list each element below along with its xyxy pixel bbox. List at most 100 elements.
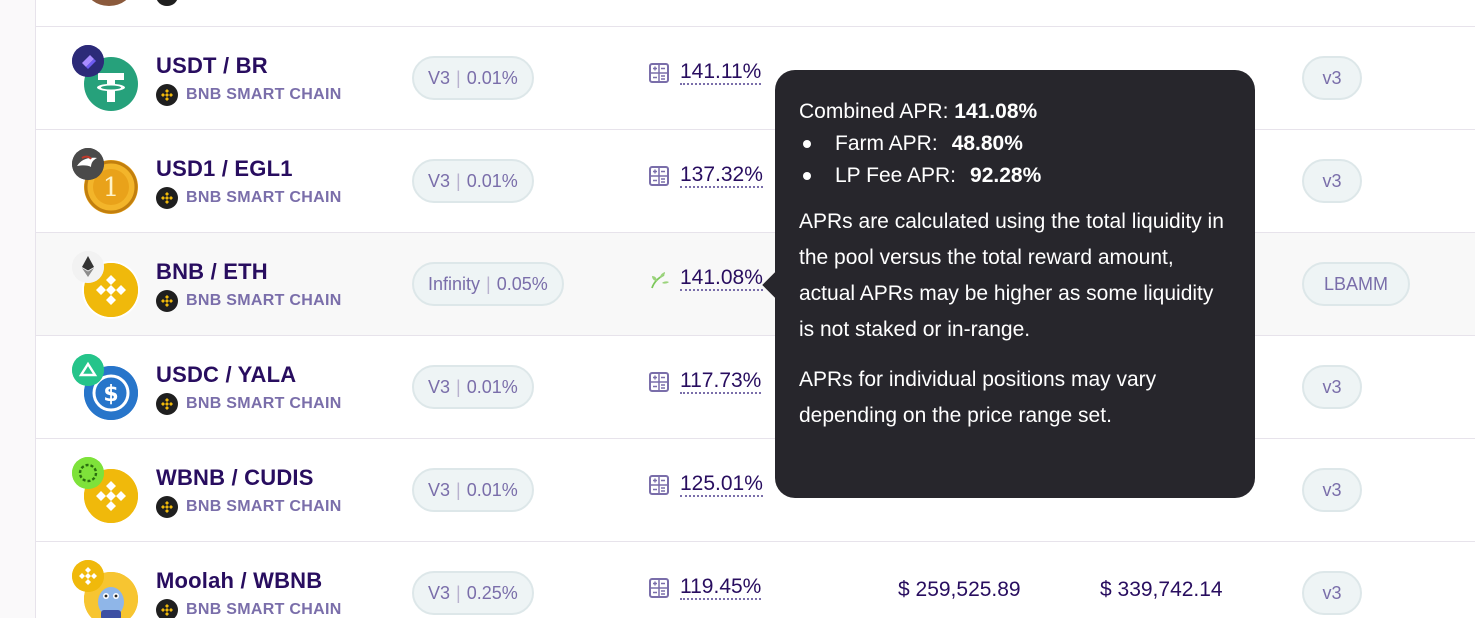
bullet-icon (803, 172, 811, 180)
eth-token-icon (72, 251, 104, 283)
fee-value: 0.05% (496, 273, 548, 294)
table-row[interactable]: 1 USD1 / EGL1 BNB SMART CHAIN V3 | 0.01% 1… (36, 130, 1475, 233)
volume-value: $ 339,742.14 (1100, 578, 1223, 601)
apr-cell[interactable]: 119.45% (648, 575, 762, 601)
chain-label: BNB SMART CHAIN (186, 292, 342, 309)
apr-value[interactable]: 141.11% (680, 60, 762, 86)
table-row[interactable]: Moolah / WBNB BNB SMART CHAIN V3 | 0.25% 1… (36, 542, 1475, 618)
fee-type: V3 (428, 479, 451, 500)
fee-tier-badge: Infinity | 0.05% (412, 262, 564, 306)
protocol-badge: v3 (1302, 56, 1362, 100)
fee-type: Infinity (428, 273, 481, 294)
apr-explanation-text: APRs are calculated using the total liqu… (799, 210, 1224, 341)
fee-value: 0.25% (466, 582, 518, 603)
bnb-chain-icon (156, 599, 178, 618)
wbnb-token-icon (72, 560, 104, 592)
protocol-badge: v3 (1302, 571, 1362, 615)
chain-label: BNB SMART CHAIN (186, 498, 342, 515)
pair-name[interactable]: USDC / YALA (156, 362, 297, 387)
fee-type: V3 (428, 67, 451, 88)
pair-name[interactable]: Moolah / WBNB (156, 568, 323, 593)
chain-label: BNB SMART CHAIN (186, 601, 342, 618)
token-pair-icons (72, 457, 138, 523)
calculator-icon[interactable] (648, 474, 670, 496)
farm-sprout-icon[interactable] (648, 268, 670, 290)
apr-cell[interactable]: 141.08% (648, 266, 763, 292)
calculator-icon[interactable] (648, 577, 670, 599)
table-row[interactable]: $ USDC / YALA BNB SMART CHAIN V3 | 0.01% 1… (36, 336, 1475, 439)
fee-type: V3 (428, 170, 451, 191)
apr-variance-text: APRs for individual positions may vary d… (799, 368, 1157, 427)
br-token-icon (72, 45, 104, 77)
apr-cell[interactable]: 125.01% (648, 472, 763, 498)
fee-type: V3 (428, 376, 451, 397)
pair-name[interactable]: BNB / ETH (156, 259, 268, 284)
chain-info: BNB SMART CHAIN (156, 84, 342, 106)
chain-info: BNB SMART CHAIN (156, 393, 342, 415)
token-pair-icons (72, 251, 138, 317)
apr-value[interactable]: 137.32% (680, 163, 763, 189)
calculator-icon[interactable] (648, 165, 670, 187)
fee-value: 0.01% (466, 376, 518, 397)
fee-value: 0.01% (466, 67, 518, 88)
chain-info: BNB SMART CHAIN (156, 599, 342, 618)
apr-value[interactable]: 117.73% (680, 369, 762, 395)
fee-tier-badge: V3 | 0.25% (412, 571, 534, 615)
pair-name[interactable]: USDT / BR (156, 53, 268, 78)
lp-fee-apr-label: LP Fee APR: (835, 164, 957, 187)
cudis-token-icon (72, 457, 104, 489)
pair-name[interactable]: USD1 / EGL1 (156, 156, 293, 181)
fee-value: 0.01% (466, 479, 518, 500)
table-row[interactable]: BNB / ETH BNB SMART CHAIN Infinity | 0.05%… (36, 233, 1475, 336)
chain-label: BNB SMART CHAIN (186, 395, 342, 412)
fee-value: 0.01% (466, 170, 518, 191)
combined-apr-label: Combined APR: (799, 100, 949, 123)
bnb-chain-icon (156, 496, 178, 518)
protocol-badge: LBAMM (1302, 262, 1410, 306)
token-pair-icons: $ (72, 354, 138, 420)
apr-value[interactable]: 119.45% (680, 575, 762, 601)
combined-apr-value: 141.08% (954, 100, 1038, 123)
token-pair-icons (72, 45, 138, 111)
token-pair-icons (72, 560, 138, 618)
farm-apr-label: Farm APR: (835, 132, 938, 155)
fee-tier-badge: V3 | 0.01% (412, 365, 534, 409)
apr-cell[interactable]: 141.11% (648, 60, 762, 86)
table-row[interactable]: USDT / BR BNB SMART CHAIN V3 | 0.01% 141.1… (36, 27, 1475, 130)
apr-cell[interactable]: 117.73% (648, 369, 762, 395)
fee-tier-badge: V3 | 0.01% (412, 56, 534, 100)
left-sidebar-gutter (0, 0, 36, 618)
fee-tier-badge: V3 | 0.01% (412, 468, 534, 512)
chain-info: BNB SMART CHAIN (156, 187, 342, 209)
calculator-icon[interactable] (648, 62, 670, 84)
token-pair-icons: 1 (72, 148, 138, 214)
bnb-chain-icon (156, 290, 178, 312)
yala-token-icon (72, 354, 104, 386)
table-row-partial[interactable] (36, 0, 1475, 27)
table-row[interactable]: WBNB / CUDIS BNB SMART CHAIN V3 | 0.01% 12… (36, 439, 1475, 542)
pools-table: USDT / BR BNB SMART CHAIN V3 | 0.01% 141.1… (36, 0, 1475, 618)
calculator-icon[interactable] (648, 371, 670, 393)
svg-text:1: 1 (103, 173, 120, 203)
chain-info: BNB SMART CHAIN (156, 290, 342, 312)
apr-tooltip: Combined APR: 141.08% Farm APR: 48.80% LP… (775, 70, 1255, 498)
chain-info: BNB SMART CHAIN (156, 496, 342, 518)
farm-apr-item: Farm APR: 48.80% (799, 128, 1231, 160)
farm-apr-value: 48.80% (951, 132, 1023, 155)
apr-value[interactable]: 141.08% (680, 266, 763, 292)
svg-text:$: $ (103, 382, 118, 407)
chain-label: BNB SMART CHAIN (186, 86, 342, 103)
bullet-icon (803, 140, 811, 148)
protocol-badge: v3 (1302, 365, 1362, 409)
lp-fee-apr-value: 92.28% (970, 164, 1042, 187)
protocol-badge: v3 (1302, 468, 1362, 512)
apr-value[interactable]: 125.01% (680, 472, 763, 498)
combined-apr-line: Combined APR: 141.08% (799, 96, 1231, 128)
chain-icon (156, 0, 178, 6)
lp-fee-apr-item: LP Fee APR: 92.28% (799, 160, 1231, 192)
bnb-chain-icon (156, 393, 178, 415)
egl1-token-icon (72, 148, 104, 180)
apr-cell[interactable]: 137.32% (648, 163, 763, 189)
pair-name[interactable]: WBNB / CUDIS (156, 465, 314, 490)
chain-label: BNB SMART CHAIN (186, 189, 342, 206)
